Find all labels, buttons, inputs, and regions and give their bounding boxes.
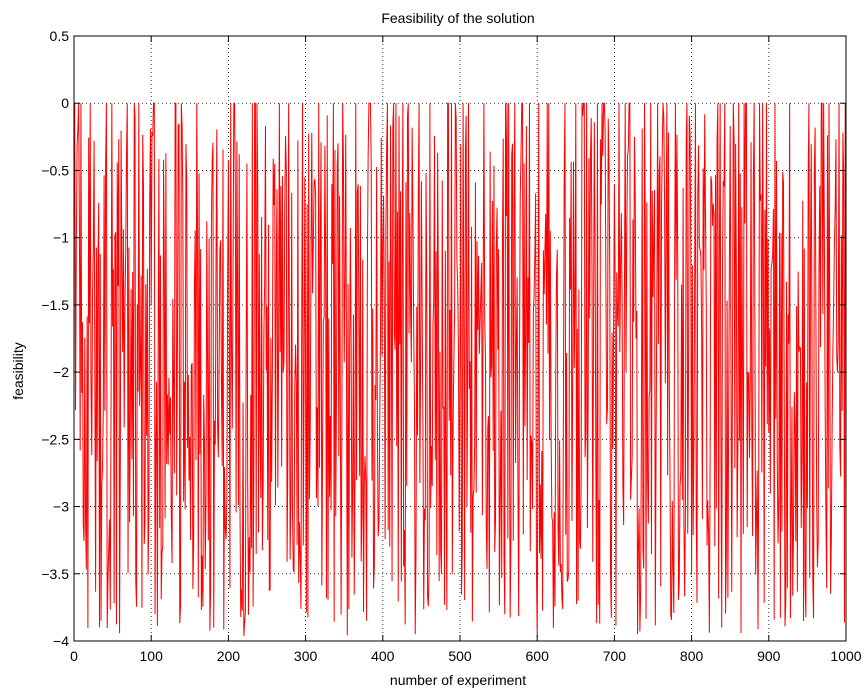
y-tick-label: −1.5: [41, 297, 69, 313]
y-tick-label: −2.5: [41, 431, 69, 447]
y-tick-label: −0.5: [41, 162, 69, 178]
x-tick-label: 500: [448, 648, 472, 664]
y-tick-label: −4: [53, 633, 69, 649]
series-line: [74, 102, 847, 637]
x-tick-label: 400: [371, 648, 395, 664]
x-tick-label: 700: [603, 648, 627, 664]
y-tick-label: −3.5: [41, 566, 69, 582]
y-tick-label: −3: [53, 499, 69, 515]
x-tick-label: 800: [680, 648, 704, 664]
x-tick-label: 300: [294, 648, 318, 664]
x-axis-label: number of experiment: [390, 672, 526, 688]
x-tick-label: 600: [526, 648, 550, 664]
y-axis-label: feasibility: [10, 342, 26, 400]
y-tick-label: 0: [61, 95, 69, 111]
series-layer: [74, 102, 847, 637]
axis-ticks: 0 100 200 300 400 500 600 700 800 900 1000 −4 −3.5 −3…: [41, 28, 861, 664]
chart-title: Feasibility of the solution: [381, 10, 534, 26]
x-tick-label: 0: [70, 648, 78, 664]
y-tick-label: −1: [53, 230, 69, 246]
y-tick-label: −2: [53, 364, 69, 380]
y-tick-label: 0.5: [50, 28, 70, 44]
x-tick-label: 900: [757, 648, 781, 664]
x-tick-label: 1000: [830, 648, 861, 664]
x-tick-label: 200: [217, 648, 241, 664]
x-tick-label: 100: [140, 648, 164, 664]
